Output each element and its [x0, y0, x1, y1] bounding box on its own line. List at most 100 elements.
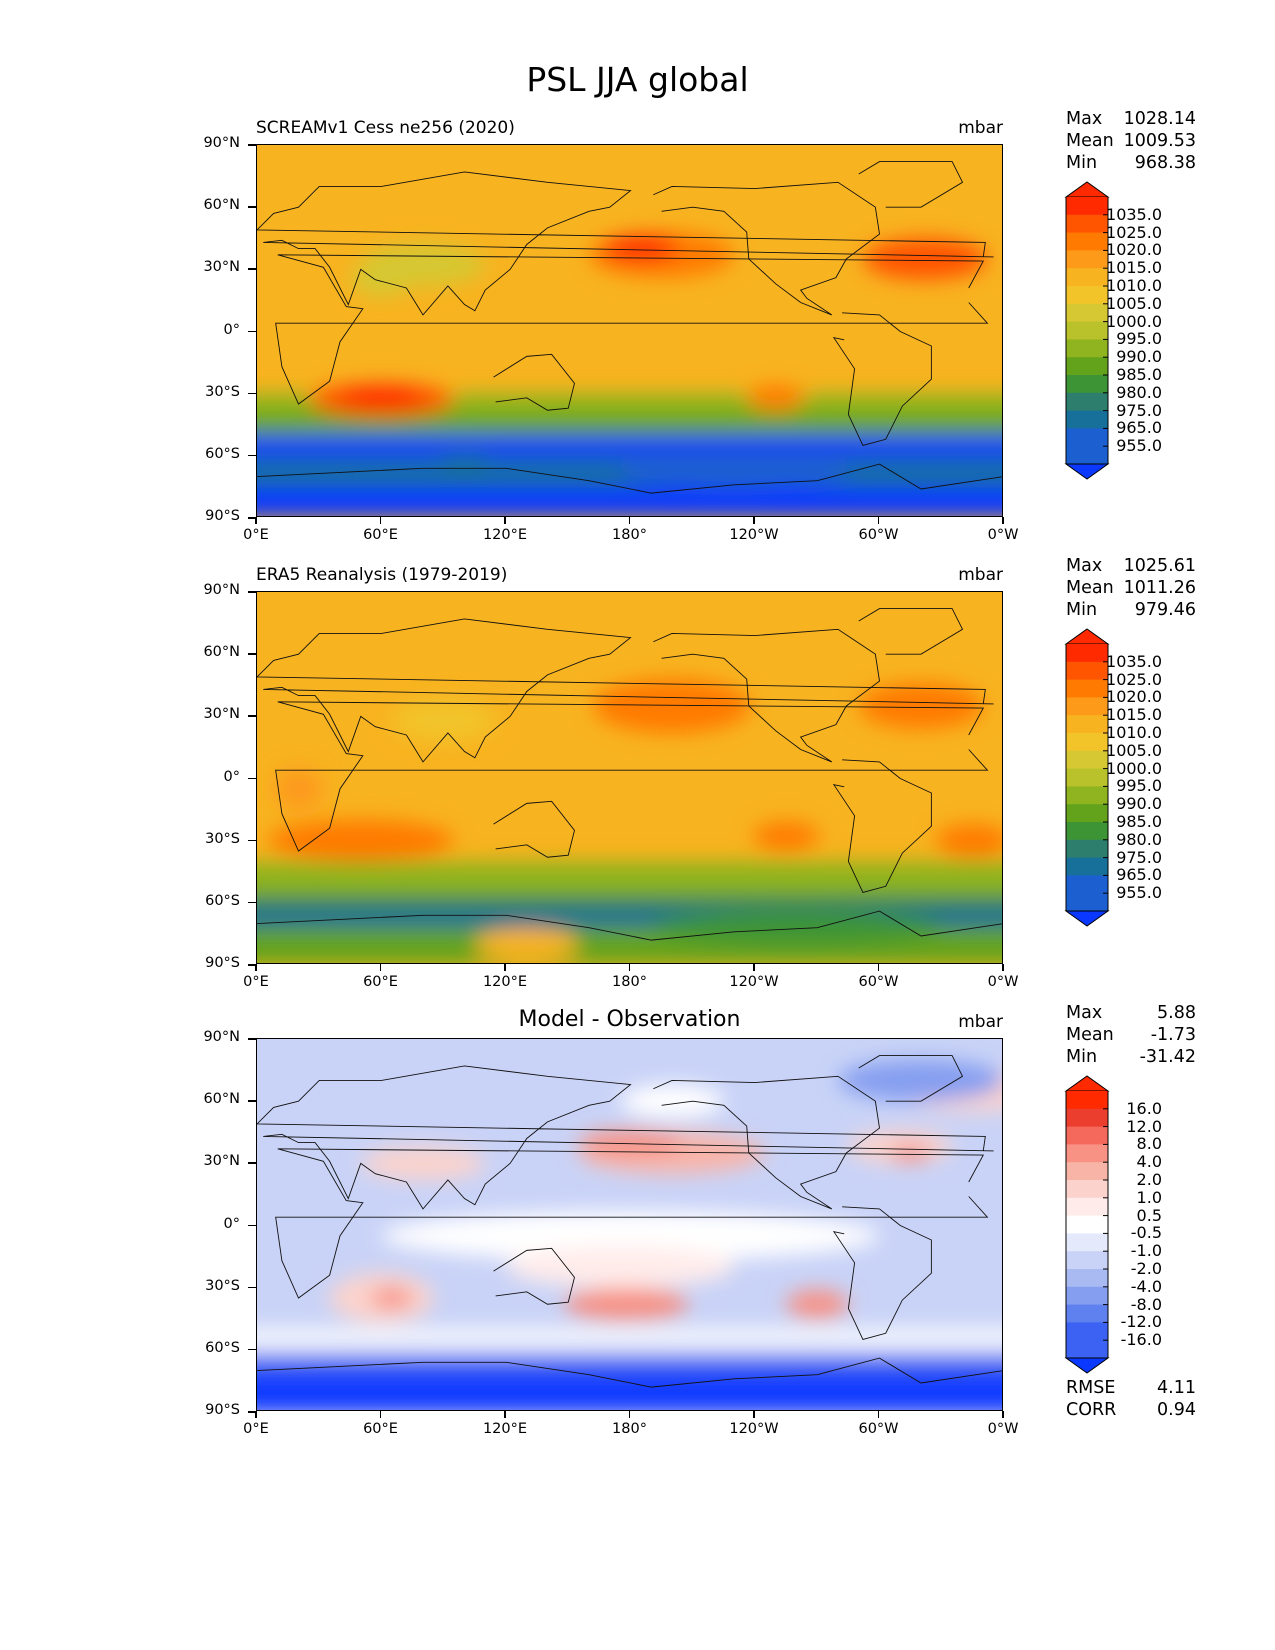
- colorbar-segment: [1066, 1144, 1108, 1163]
- colorbar-segment: [1066, 1322, 1108, 1341]
- map-svg: [257, 145, 1002, 516]
- stat-label: Mean: [1066, 131, 1114, 151]
- panel-subtitle: Model - Observation: [518, 1007, 741, 1032]
- colorbar-level-label: 965.0: [1116, 865, 1162, 885]
- stats-block: Max 1025.61 Mean 1011.26 Min 979.46: [1066, 555, 1196, 621]
- y-tick: [248, 330, 256, 332]
- stat-value: 979.46: [1134, 600, 1196, 620]
- colorbar-level-label: 985.0: [1116, 812, 1162, 831]
- x-tick: [255, 964, 257, 971]
- colorbar-segment: [1066, 839, 1108, 859]
- field-band: [257, 1329, 1002, 1340]
- field-contour: [786, 1289, 849, 1319]
- colorbar-svg: [1064, 1075, 1110, 1374]
- colorbar-extend-top: [1064, 628, 1110, 645]
- field-band: [257, 898, 1002, 914]
- colorbar-level-label: -0.5: [1130, 1223, 1162, 1243]
- x-tick-label: 0°E: [243, 1421, 269, 1437]
- colorbar-extend-bottom: [1064, 1357, 1110, 1374]
- x-tick-label: 0°E: [243, 527, 269, 543]
- y-tick: [248, 1286, 256, 1289]
- y-tick-label: 60°S: [205, 1339, 240, 1356]
- colorbar-level-label: 980.0: [1116, 382, 1162, 402]
- coastline-antarctica: [257, 910, 1002, 941]
- colorbar-level-label: 4.0: [1136, 1152, 1162, 1172]
- colorbar-level-label: -16.0: [1120, 1330, 1162, 1350]
- field-contour: [273, 768, 324, 810]
- x-tick-label: 0°W: [987, 527, 1019, 543]
- coastline-australia: [493, 1247, 575, 1305]
- coastline-northAmerica: [653, 1075, 880, 1210]
- colorbar-segment: [1066, 321, 1108, 340]
- colorbar-segment: [1066, 1251, 1108, 1270]
- y-tick: [248, 1162, 256, 1164]
- colorbar-level-label: 990.0: [1116, 347, 1162, 367]
- figure-title: PSL JJA global: [526, 60, 749, 99]
- colorbar-level-label: 1015.0: [1106, 705, 1162, 725]
- colorbar-level-label: 990.0: [1116, 794, 1162, 814]
- coastline-southAmerica: [832, 1206, 932, 1341]
- stat-label: Max: [1066, 556, 1103, 576]
- y-tick-label: 60°N: [203, 644, 240, 661]
- y-tick: [248, 1348, 256, 1351]
- colorbar-segment: [1066, 875, 1108, 894]
- y-tick: [248, 268, 256, 270]
- x-tick-label: 60°W: [858, 974, 899, 990]
- colorbar-level-label: 1020.0: [1106, 240, 1162, 260]
- x-tick-label: 180°: [612, 527, 647, 543]
- field-contour: [360, 1146, 486, 1180]
- field-contour: [620, 1084, 724, 1118]
- x-tick-label: 0°E: [243, 974, 269, 990]
- x-tick-label: 60°W: [858, 527, 899, 543]
- coastline-australia: [493, 353, 575, 411]
- map-plot: [256, 591, 1003, 964]
- stat-value: 1028.14: [1123, 109, 1196, 129]
- colorbar-segment: [1066, 197, 1108, 216]
- model-panel: SCREAMv1 Cess ne256 (2020) mbar 90°N 60°N 30…: [0, 109, 1275, 588]
- y-tick-label: 30°N: [203, 706, 240, 723]
- coastline-southAmerica: [832, 759, 932, 894]
- field-contour: [620, 455, 849, 489]
- colorbar-level-label: 965.0: [1116, 418, 1162, 438]
- colorbar-level-label: 1010.0: [1106, 723, 1162, 742]
- colorbar-segment: [1066, 661, 1108, 681]
- stat-value: 1011.26: [1123, 578, 1196, 598]
- colorbar-level-label: 1035.0: [1106, 651, 1162, 671]
- units-label: mbar: [958, 565, 1003, 585]
- x-tick: [1002, 1411, 1004, 1418]
- colorbar-segment: [1066, 339, 1108, 358]
- colorbar-segment: [1066, 857, 1108, 876]
- colorbar: 16.0 12.0 8.0 4.0 2.0 1.0 0.5 -0.5 -1.0 -2.0 -4.0-…: [1064, 1075, 1162, 1374]
- colorbar-level-label: 955.0: [1116, 883, 1162, 903]
- colorbar-level-label: 1015.0: [1106, 258, 1162, 278]
- y-tick-label: 60°N: [203, 1091, 240, 1108]
- colorbar-segment: [1066, 286, 1108, 305]
- colorbar-segment: [1066, 697, 1108, 716]
- colorbar-segment: [1066, 1215, 1108, 1234]
- colorbar-segment: [1066, 786, 1108, 805]
- stat-value: 968.38: [1134, 153, 1196, 173]
- x-tick: [628, 1411, 630, 1418]
- colorbar-segment: [1066, 1269, 1108, 1288]
- colorbar-segment: [1066, 1197, 1108, 1217]
- x-tick-label: 120°W: [729, 527, 779, 543]
- x-tick-label: 120°W: [729, 974, 779, 990]
- y-tick: [248, 144, 256, 146]
- colorbar-level-label: -4.0: [1130, 1276, 1162, 1296]
- coastline-eurasia: [257, 1065, 994, 1210]
- y-tick: [248, 1038, 256, 1040]
- y-tick: [248, 777, 256, 779]
- colorbar-segment: [1066, 410, 1108, 429]
- y-tick: [248, 1224, 256, 1226]
- colorbar-level-label: 1025.0: [1106, 669, 1162, 689]
- colorbar-segment: [1066, 357, 1108, 376]
- field-band: [257, 1374, 1002, 1410]
- coastline-antarctica: [257, 1357, 1002, 1388]
- field-contour: [889, 1144, 932, 1162]
- y-tick-label: 90°S: [205, 1402, 240, 1418]
- stat-label: Min: [1066, 153, 1098, 173]
- colorbar-segment: [1066, 392, 1108, 412]
- metric-value: 0.94: [1157, 1400, 1196, 1420]
- field-contour: [935, 824, 1002, 858]
- colorbar-level-label: 1005.0: [1106, 740, 1162, 760]
